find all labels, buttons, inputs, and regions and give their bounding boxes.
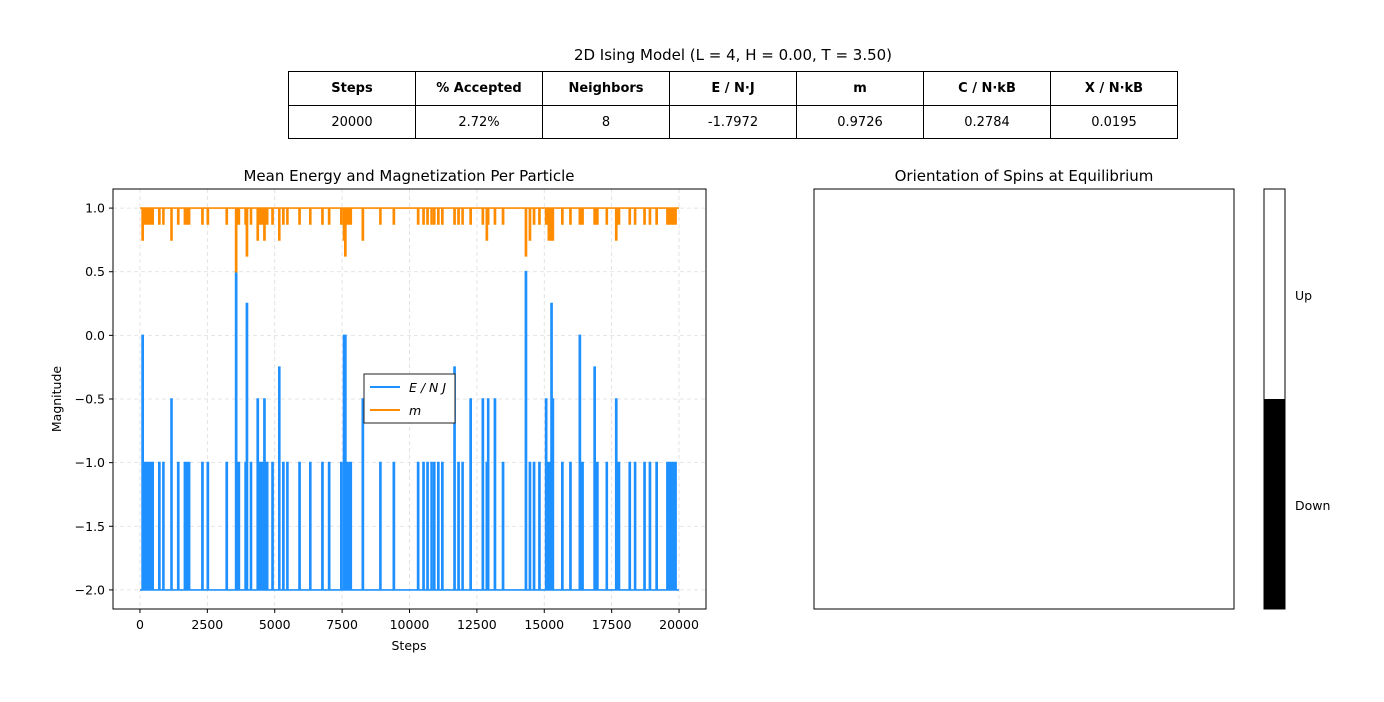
legend-magnetization-label: m: [409, 403, 421, 418]
legend-energy-label: E / N J: [409, 380, 446, 395]
spin-cell: [814, 294, 919, 399]
x-tick-label: 12500: [457, 617, 497, 632]
stats-value-magnetization: 0.9726: [796, 105, 924, 139]
spin-cell: [1024, 399, 1129, 504]
stats-value-heat-capacity: 0.2784: [923, 105, 1051, 139]
spin-cell: [814, 399, 919, 504]
colorbar-label-down: Down: [1295, 498, 1330, 513]
stats-header-neighbors: Neighbors: [542, 71, 670, 106]
y-tick-label: −0.5: [75, 392, 105, 407]
x-tick-label: 2500: [191, 617, 223, 632]
stats-header-row: Steps % Accepted Neighbors E / N·J m C /…: [288, 71, 1178, 106]
x-tick-label: 20000: [659, 617, 699, 632]
y-tick-label: −1.5: [75, 519, 105, 534]
figure-title: 2D Ising Model (L = 4, H = 0.00, T = 3.5…: [573, 46, 893, 64]
x-tick-label: 5000: [259, 617, 291, 632]
stats-value-steps: 20000: [288, 105, 416, 139]
stats-value-accepted: 2.72%: [415, 105, 543, 139]
line-chart-ylabel: Magnitude: [49, 366, 64, 433]
stats-header-energy: E / N·J: [669, 71, 797, 106]
spin-lattice: [814, 189, 1234, 609]
colorbar-down-segment: [1264, 399, 1285, 609]
spin-lattice-frame: [813, 188, 1235, 610]
spin-cell: [919, 189, 1024, 294]
x-tick-label: 7500: [326, 617, 358, 632]
energy-series-line: [140, 270, 679, 591]
legend-box: [363, 373, 456, 424]
magnetization-series-line: [140, 207, 679, 273]
spin-cell: [1129, 399, 1234, 504]
y-tick-label: 0.5: [85, 264, 105, 279]
y-tick-label: −2.0: [75, 582, 105, 597]
x-tick-label: 0: [136, 617, 144, 632]
colorbar-frame: [1263, 188, 1286, 610]
spin-cell: [919, 399, 1024, 504]
x-tick-label: 15000: [524, 617, 564, 632]
x-tick-label: 10000: [390, 617, 430, 632]
y-tick-label: 1.0: [85, 201, 105, 216]
spin-cell: [1129, 189, 1234, 294]
spin-cell: [1129, 294, 1234, 399]
line-chart-series: [140, 207, 679, 591]
line-chart-legend: E / N J m: [363, 373, 456, 424]
y-tick-label: 0.0: [85, 328, 105, 343]
stats-value-energy: -1.7972: [669, 105, 797, 139]
stats-header-accepted: % Accepted: [415, 71, 543, 106]
spin-cell: [1024, 504, 1129, 609]
stats-value-susceptibility: 0.0195: [1050, 105, 1178, 139]
spin-cell: [814, 189, 919, 294]
spin-cell: [1024, 294, 1129, 399]
spin-cell: [1129, 504, 1234, 609]
spin-cell: [1024, 189, 1129, 294]
line-chart-ticks: 0 2500 5000 7500 10000 12500 15000 17500 20000 −2…: [75, 201, 699, 632]
x-tick-label: 17500: [592, 617, 632, 632]
stats-table: Steps % Accepted Neighbors E / N·J m C /…: [288, 71, 1178, 139]
spin-cell: [919, 294, 1024, 399]
stats-value-neighbors: 8: [542, 105, 670, 139]
stats-value-row: 20000 2.72% 8 -1.7972 0.9726 0.2784 0.01…: [288, 105, 1178, 139]
stats-header-susceptibility: X / N·kB: [1050, 71, 1178, 106]
line-chart-xlabel: Steps: [392, 638, 427, 653]
stats-header-magnetization: m: [796, 71, 924, 106]
y-tick-label: −1.0: [75, 455, 105, 470]
spin-cell: [814, 504, 919, 609]
line-chart-title: Mean Energy and Magnetization Per Partic…: [243, 167, 574, 185]
colorbar-label-up: Up: [1295, 288, 1312, 303]
stats-header-steps: Steps: [288, 71, 416, 106]
spin-cell: [919, 504, 1024, 609]
spin-chart-title: Orientation of Spins at Equilibrium: [895, 167, 1154, 185]
colorbar-up-segment: [1264, 189, 1285, 399]
